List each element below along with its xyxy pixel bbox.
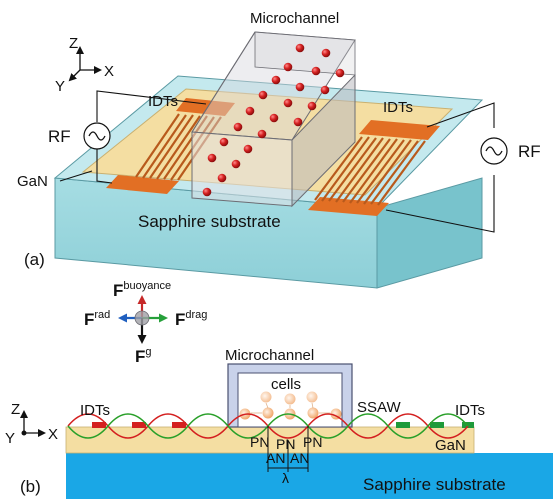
particle: [257, 129, 267, 139]
pn-label-2: PN: [276, 436, 295, 452]
cell: [307, 407, 319, 419]
rf-source-right: [480, 137, 508, 165]
idt-right-top-pad: [359, 120, 440, 140]
force-rad-label: Frad: [84, 309, 110, 329]
force-buoyance-label: Fbuoyance: [113, 280, 171, 300]
force-diagram: Fbuoyance Frad Fdrag Fg: [84, 280, 207, 366]
particle: [295, 82, 305, 92]
pn-label-3: PN: [303, 434, 322, 450]
particle: [219, 137, 229, 147]
particle: [269, 113, 279, 123]
cells-label: cells: [271, 376, 301, 393]
an-label-1: AN: [266, 450, 285, 466]
particle: [295, 43, 305, 53]
cell: [260, 391, 272, 403]
an-label-2: AN: [290, 450, 309, 466]
cell: [262, 407, 274, 419]
particle-sphere-icon: [134, 310, 150, 326]
panel-b-label: (b): [20, 477, 41, 496]
idts-right-label-a: IDTs: [383, 99, 413, 116]
particle: [271, 75, 281, 85]
electrode: [396, 422, 410, 428]
particle: [233, 122, 243, 132]
panel-a-label: (a): [24, 250, 45, 269]
panel-b: PN PN PN AN AN λ Z X Y Microchannel cell…: [5, 347, 553, 499]
idts-right-label-b: IDTs: [455, 402, 485, 419]
rf-source-left: [83, 122, 111, 150]
microchannel-label-a: Microchannel: [250, 10, 339, 27]
substrate-label-a: Sapphire substrate: [138, 212, 281, 231]
electrode: [132, 422, 146, 428]
axis-y-label-b: Y: [5, 430, 15, 447]
electrode: [430, 422, 444, 428]
particle: [231, 159, 241, 169]
particle: [320, 85, 330, 95]
idt-left-fingers: [135, 113, 222, 181]
rf-left-label: RF: [48, 127, 71, 146]
gan-label-b: GaN: [435, 437, 466, 454]
microchannel-back-face: [254, 31, 356, 76]
idts-left-label-a: IDTs: [148, 93, 178, 110]
gan-label-a: GaN: [17, 173, 48, 190]
microchannel-3d: [191, 31, 356, 208]
substrate-label-b: Sapphire substrate: [363, 475, 506, 494]
particle: [217, 173, 227, 183]
axis-z-label-b: Z: [11, 401, 20, 418]
axis-x-label-a: X: [104, 63, 114, 80]
idt-right-bottom-pad: [308, 197, 389, 216]
cell: [306, 391, 318, 403]
rf-wiring: [96, 90, 495, 233]
particle: [207, 153, 217, 163]
particle: [245, 106, 255, 116]
particle: [335, 68, 345, 78]
idts-left-label-b: IDTs: [80, 402, 110, 419]
microchannel-front-face: [191, 131, 293, 207]
gan-pointer-line: [59, 170, 93, 182]
idt-right: [308, 120, 440, 216]
rf-right-label: RF: [518, 142, 541, 161]
idt-electrodes-left-b: [92, 422, 186, 428]
axes-b: Z X Y: [5, 401, 58, 447]
node-guides: [267, 426, 309, 472]
pn-label-1: PN: [250, 434, 269, 450]
microchannel-label-b: Microchannel: [225, 347, 314, 364]
electrode: [172, 422, 186, 428]
idt-left-bottom-pad: [106, 175, 179, 194]
particle: [258, 90, 268, 100]
particle: [321, 48, 331, 58]
axis-x-label-b: X: [48, 426, 58, 443]
particle: [293, 117, 303, 127]
axis-y-label-a: Y: [55, 78, 65, 95]
electrode: [92, 422, 106, 428]
sine-left-icon: [88, 131, 106, 141]
idt-right-fingers: [314, 136, 426, 206]
particle: [307, 101, 317, 111]
cell: [284, 393, 296, 405]
particle: [311, 66, 321, 76]
particle: [283, 62, 293, 72]
particle: [283, 98, 293, 108]
panel-a: Z X Y Microchannel IDTs IDTs RF RF GaN S…: [17, 10, 541, 289]
sapphire-substrate-b: [66, 453, 553, 499]
ssaw-label: SSAW: [357, 399, 401, 416]
force-gravity-label: Fg: [135, 346, 152, 366]
lambda-label: λ: [282, 470, 289, 486]
force-drag-label: Fdrag: [175, 309, 207, 329]
particle: [243, 144, 253, 154]
particle: [202, 187, 212, 197]
axes-a: Z X Y: [55, 35, 114, 95]
idt-electrodes-right-b: [396, 422, 474, 428]
substrate-right-side: [376, 177, 483, 289]
sine-right-icon: [485, 146, 503, 156]
axis-z-label-a: Z: [69, 35, 78, 52]
particles: [202, 43, 345, 197]
